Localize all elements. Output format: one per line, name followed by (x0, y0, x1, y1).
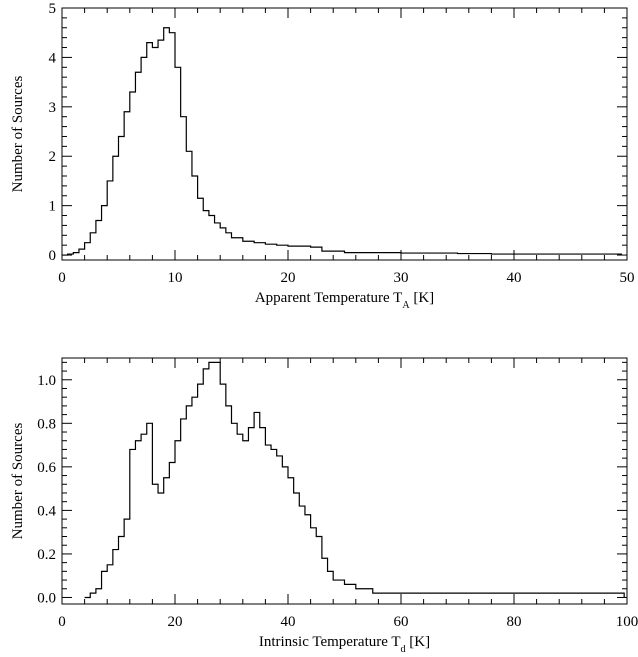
x-tick-label: 0 (58, 614, 66, 630)
y-tick-label: 4 (49, 50, 57, 66)
y-tick-label: 2 (49, 149, 57, 165)
y-axis-label: Number of Sources (10, 76, 26, 193)
x-axis-label: Apparent Temperature TA [K] (255, 290, 434, 311)
y-tick-label: 1 (49, 199, 57, 215)
y-tick-label: 0.4 (37, 503, 56, 519)
x-tick-label: 10 (168, 270, 183, 286)
plot-frame (61, 357, 628, 605)
y-tick-label: 0.8 (37, 416, 56, 432)
x-tick-label: 50 (620, 270, 635, 286)
chart-panel-1: 0 10 20 30 40 50 0 1 2 3 4 5 Apparent Temperature TA… (10, 1, 635, 311)
x-tick-label: 40 (281, 614, 296, 630)
x-tick-label: 80 (507, 614, 522, 630)
y-tick-label: 0.6 (37, 460, 56, 476)
histogram-series-line (84, 361, 625, 599)
y-tick-label: 1.0 (37, 373, 56, 389)
y-tick-label: 0.2 (37, 547, 56, 563)
x-tick-label: 40 (507, 270, 522, 286)
histogram-series-line (62, 27, 622, 256)
y-tick-label: 0 (49, 248, 57, 264)
chart-panel-2: 0 20 40 60 80 100 0.0 0.2 0.4 0.6 0.8 1.0 Intrinsic … (10, 357, 638, 655)
y-tick-label: 5 (49, 1, 57, 17)
x-axis-label: Intrinsic Temperature Td [K] (259, 634, 430, 655)
x-tick-label: 20 (168, 614, 183, 630)
x-tick-label: 100 (616, 614, 638, 630)
x-tick-label: 30 (394, 270, 409, 286)
plot-frame (61, 7, 628, 261)
x-tick-label: 20 (281, 270, 296, 286)
x-tick-label: 60 (394, 614, 409, 630)
y-tick-label: 3 (49, 100, 57, 116)
x-tick-label: 0 (58, 270, 66, 286)
y-tick-label: 0.0 (37, 590, 56, 606)
y-axis-label: Number of Sources (10, 423, 26, 540)
